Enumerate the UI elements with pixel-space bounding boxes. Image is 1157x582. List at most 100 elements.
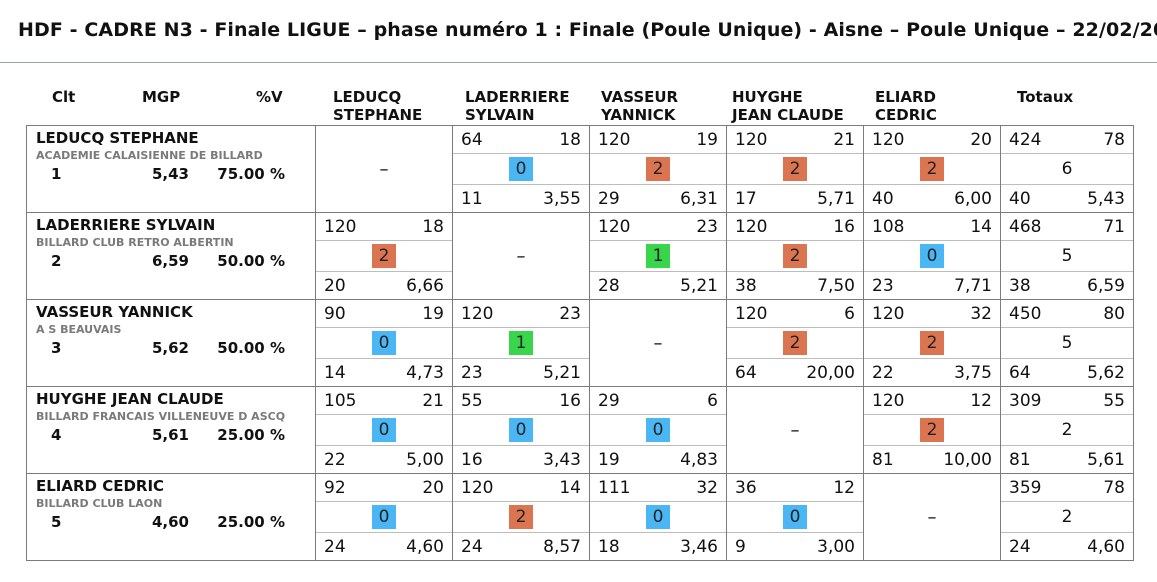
series-value: 14: [324, 362, 346, 383]
result-badge: 0: [783, 505, 807, 529]
match-cell: 105 21 0 22 5,00: [315, 386, 453, 474]
points-value: 36: [735, 477, 757, 498]
points-value: 29: [598, 390, 620, 411]
total-result-value: 6: [1061, 159, 1073, 179]
reprises-value: 6: [707, 390, 718, 411]
series-value: 64: [1009, 362, 1031, 383]
series-value: 24: [324, 536, 346, 557]
player-row: LEDUCQ STEPHANE ACADEMIE CALAISIENNE DE B…: [26, 125, 1134, 213]
player-name: LEDUCQ STEPHANE: [36, 129, 199, 147]
header-player-4: HUYGHE JEAN CLAUDE: [732, 88, 857, 124]
totals-cell: 468 71 5 38 6,59: [1000, 212, 1134, 300]
match-cell: 55 16 0 16 3,43: [452, 386, 590, 474]
series-value: 40: [872, 188, 894, 209]
reprises-value: 55: [1103, 390, 1125, 411]
totals-cell: 359 78 2 24 4,60: [1000, 473, 1134, 561]
match-cell: 111 32 0 18 3,46: [589, 473, 727, 561]
self-match-cell: –: [452, 212, 590, 300]
average-value: 3,46: [680, 536, 718, 557]
reprises-value: 23: [696, 216, 718, 237]
points-value: 424: [1009, 129, 1042, 150]
header-player-3: VASSEUR YANNICK: [601, 88, 726, 124]
reprises-value: 21: [422, 390, 444, 411]
average-value: 8,57: [543, 536, 581, 557]
header-player-line2: STEPHANE: [333, 106, 423, 124]
player-mgp: 5,61: [151, 426, 189, 444]
player-rank: 2: [51, 252, 62, 270]
player-row: VASSEUR YANNICK A S BEAUVAIS 3 5,62 50.00 % 9…: [26, 299, 1134, 387]
points-value: 120: [735, 303, 768, 324]
reprises-value: 20: [970, 129, 992, 150]
average-value: 5,61: [1087, 449, 1125, 470]
points-value: 450: [1009, 303, 1042, 324]
average-value: 6,59: [1087, 275, 1125, 296]
header-player-line1: ELIARD: [875, 88, 936, 106]
header-player-line1: LEDUCQ: [333, 88, 402, 106]
series-value: 19: [598, 449, 620, 470]
player-info-cell: LEDUCQ STEPHANE ACADEMIE CALAISIENNE DE B…: [26, 125, 316, 213]
self-match-cell: –: [315, 125, 453, 213]
series-value: 38: [1009, 275, 1031, 296]
average-value: 6,00: [954, 188, 992, 209]
header-player-line2: JEAN CLAUDE: [732, 106, 844, 124]
reprises-value: 32: [696, 477, 718, 498]
self-match-dash: –: [379, 158, 389, 180]
points-value: 120: [872, 129, 905, 150]
points-value: 92: [324, 477, 346, 498]
match-cell: 120 6 2 64 20,00: [726, 299, 864, 387]
total-result-value: 5: [1061, 246, 1073, 266]
player-rank: 5: [51, 513, 62, 531]
result-badge: 2: [783, 244, 807, 268]
match-cell: 108 14 0 23 7,71: [863, 212, 1001, 300]
player-info-cell: HUYGHE JEAN CLAUDE BILLARD FRANCAIS VILLE…: [26, 386, 316, 474]
totals-cell: 450 80 5 64 5,62: [1000, 299, 1134, 387]
match-cell: 120 23 1 23 5,21: [452, 299, 590, 387]
reprises-value: 78: [1103, 129, 1125, 150]
player-club: A S BEAUVAIS: [36, 323, 122, 336]
series-value: 40: [1009, 188, 1031, 209]
player-mgp: 6,59: [151, 252, 189, 270]
header-player-line1: HUYGHE: [732, 88, 803, 106]
player-info-cell: LADERRIERE SYLVAIN BILLARD CLUB RETRO ALB…: [26, 212, 316, 300]
reprises-value: 80: [1103, 303, 1125, 324]
average-value: 4,83: [680, 449, 718, 470]
average-value: 3,75: [954, 362, 992, 383]
average-value: 7,71: [954, 275, 992, 296]
points-value: 120: [461, 303, 494, 324]
series-value: 18: [598, 536, 620, 557]
reprises-value: 19: [422, 303, 444, 324]
player-name: HUYGHE JEAN CLAUDE: [36, 390, 224, 408]
match-cell: 120 18 2 20 6,66: [315, 212, 453, 300]
match-cell: 36 12 0 9 3,00: [726, 473, 864, 561]
result-badge: 0: [372, 505, 396, 529]
result-badge: 0: [920, 244, 944, 268]
series-value: 20: [324, 275, 346, 296]
reprises-value: 18: [422, 216, 444, 237]
player-win-pct: 50.00 %: [217, 252, 285, 270]
series-value: 81: [872, 449, 894, 470]
result-badge: 2: [783, 331, 807, 355]
points-value: 120: [872, 390, 905, 411]
player-info-cell: ELIARD CEDRIC BILLARD CLUB LAON 5 4,60 25.00…: [26, 473, 316, 561]
average-value: 4,60: [406, 536, 444, 557]
points-value: 359: [1009, 477, 1042, 498]
series-value: 24: [461, 536, 483, 557]
average-value: 5,21: [543, 362, 581, 383]
reprises-value: 16: [559, 390, 581, 411]
average-value: 5,71: [817, 188, 855, 209]
header-clt: Clt: [52, 88, 76, 106]
header-player-line1: LADERRIERE: [465, 88, 570, 106]
match-cell: 120 21 2 17 5,71: [726, 125, 864, 213]
match-cell: 92 20 0 24 4,60: [315, 473, 453, 561]
player-rank: 3: [51, 339, 62, 357]
header-player-1: LEDUCQ STEPHANE: [333, 88, 458, 124]
result-badge: 0: [646, 418, 670, 442]
reprises-value: 18: [559, 129, 581, 150]
self-match-dash: –: [516, 245, 526, 267]
result-badge: 1: [509, 331, 533, 355]
header-player-5: ELIARD CEDRIC: [875, 88, 1000, 124]
average-value: 7,50: [817, 275, 855, 296]
series-value: 11: [461, 188, 483, 209]
player-info-cell: VASSEUR YANNICK A S BEAUVAIS 3 5,62 50.00 %: [26, 299, 316, 387]
header-mgp: MGP: [142, 88, 181, 106]
